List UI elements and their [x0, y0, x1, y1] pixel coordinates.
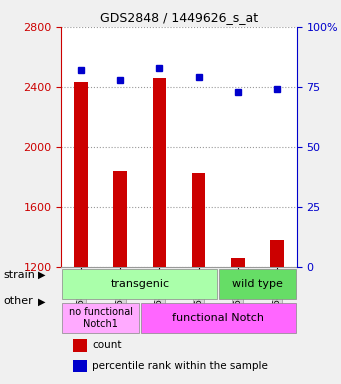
- FancyBboxPatch shape: [62, 269, 218, 300]
- Bar: [74, 83, 88, 267]
- Text: count: count: [92, 340, 121, 350]
- Text: transgenic: transgenic: [110, 279, 169, 289]
- FancyBboxPatch shape: [219, 269, 296, 300]
- Text: ▶: ▶: [38, 270, 45, 280]
- Text: GSM158363: GSM158363: [272, 275, 282, 330]
- Bar: [73, 360, 87, 372]
- Text: other: other: [3, 296, 33, 306]
- Bar: [231, 258, 245, 267]
- Text: GSM158361: GSM158361: [194, 275, 203, 330]
- FancyBboxPatch shape: [140, 303, 296, 333]
- Bar: [152, 78, 166, 267]
- Text: strain: strain: [3, 270, 35, 280]
- Text: functional Notch: functional Notch: [172, 313, 264, 323]
- Bar: [192, 173, 206, 267]
- FancyBboxPatch shape: [62, 303, 139, 333]
- Bar: [113, 171, 127, 267]
- Text: GSM158360: GSM158360: [116, 275, 125, 330]
- Text: GSM158359: GSM158359: [155, 275, 164, 330]
- Text: ▶: ▶: [38, 296, 45, 306]
- Text: GSM158362: GSM158362: [233, 275, 242, 330]
- Bar: [73, 339, 87, 351]
- Title: GDS2848 / 1449626_s_at: GDS2848 / 1449626_s_at: [100, 11, 258, 24]
- Bar: [270, 240, 284, 267]
- Text: percentile rank within the sample: percentile rank within the sample: [92, 361, 268, 371]
- Text: wild type: wild type: [232, 279, 283, 289]
- Text: GSM158357: GSM158357: [76, 275, 86, 330]
- Text: no functional
Notch1: no functional Notch1: [69, 307, 133, 329]
